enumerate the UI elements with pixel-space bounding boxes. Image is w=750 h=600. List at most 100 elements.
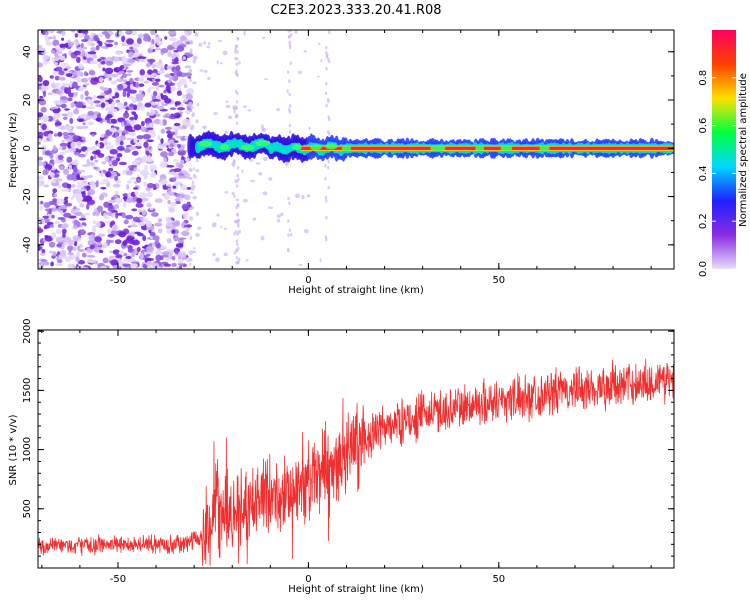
noise-speckle bbox=[52, 188, 58, 194]
band-blob bbox=[475, 145, 485, 152]
noise-speckle bbox=[75, 256, 80, 263]
noise-speckle bbox=[177, 143, 182, 149]
noise-speckle bbox=[174, 248, 178, 256]
noise-speckle bbox=[77, 181, 85, 185]
noise-speckle bbox=[162, 178, 166, 186]
noise-speckle bbox=[72, 246, 77, 251]
noise-speckle bbox=[129, 46, 134, 50]
streak-speckle bbox=[235, 62, 239, 66]
streak-speckle bbox=[325, 66, 328, 71]
noise-speckle bbox=[87, 106, 96, 110]
streak-speckle bbox=[327, 117, 331, 122]
noise-speckle bbox=[88, 161, 95, 166]
noise-speckle bbox=[79, 203, 85, 208]
noise-speckle bbox=[68, 164, 73, 172]
noise-speckle bbox=[73, 94, 78, 99]
noise-speckle bbox=[38, 138, 43, 142]
noise-speckle bbox=[171, 53, 177, 59]
noise-speckle bbox=[86, 40, 92, 46]
noise-speckle bbox=[167, 79, 172, 84]
noise-speckle bbox=[178, 175, 187, 179]
noise-speckle bbox=[111, 96, 116, 99]
noise-speckle bbox=[128, 95, 135, 100]
noise-speckle bbox=[83, 195, 92, 202]
faint-speckle bbox=[262, 191, 268, 196]
noise-speckle bbox=[154, 222, 163, 227]
noise-speckle bbox=[105, 216, 110, 219]
noise-speckle bbox=[143, 173, 148, 180]
noise-speckle bbox=[110, 197, 115, 200]
noise-speckle bbox=[123, 101, 128, 107]
spectrogram-xlabel: Height of straight line (km) bbox=[288, 285, 424, 296]
noise-speckle bbox=[109, 250, 113, 254]
faint-speckle bbox=[196, 103, 200, 107]
noise-speckle bbox=[146, 139, 154, 143]
noise-speckle bbox=[105, 60, 114, 66]
noise-speckle bbox=[178, 237, 187, 240]
noise-speckle bbox=[146, 77, 150, 81]
noise-speckle bbox=[125, 255, 132, 259]
noise-speckle bbox=[108, 93, 112, 98]
streak-speckle bbox=[287, 233, 290, 237]
noise-speckle bbox=[80, 77, 89, 83]
noise-speckle bbox=[131, 239, 140, 246]
noise-speckle bbox=[175, 65, 181, 72]
noise-speckle bbox=[176, 107, 186, 111]
noise-speckle bbox=[95, 221, 101, 228]
faint-speckle bbox=[306, 194, 311, 198]
streak-speckle bbox=[234, 179, 237, 183]
noise-speckle bbox=[114, 191, 119, 196]
noise-speckle bbox=[133, 138, 138, 144]
noise-speckle bbox=[147, 87, 151, 94]
noise-speckle bbox=[69, 117, 74, 125]
streak-speckle bbox=[238, 61, 241, 65]
streak-speckle bbox=[236, 57, 239, 61]
noise-speckle bbox=[60, 103, 67, 109]
noise-speckle bbox=[160, 138, 164, 144]
noise-speckle bbox=[43, 202, 51, 208]
noise-speckle bbox=[108, 160, 113, 166]
noise-speckle bbox=[38, 175, 44, 181]
noise-speckle bbox=[155, 254, 162, 262]
noise-speckle bbox=[81, 38, 89, 43]
noise-speckle bbox=[110, 107, 115, 112]
faint-speckle bbox=[317, 75, 320, 78]
noise-speckle bbox=[76, 184, 85, 189]
noise-speckle bbox=[104, 156, 110, 163]
noise-speckle bbox=[88, 235, 93, 242]
noise-speckle bbox=[172, 74, 179, 82]
noise-speckle bbox=[131, 261, 139, 265]
faint-speckle bbox=[189, 39, 194, 45]
noise-speckle bbox=[91, 133, 95, 137]
noise-speckle bbox=[84, 34, 91, 41]
band-blob bbox=[500, 145, 513, 152]
noise-speckle bbox=[166, 133, 173, 139]
noise-speckle bbox=[90, 46, 97, 53]
noise-speckle bbox=[142, 235, 147, 242]
faint-speckle bbox=[189, 30, 192, 34]
noise-speckle bbox=[171, 61, 179, 65]
noise-speckle bbox=[40, 47, 46, 55]
noise-speckle bbox=[134, 190, 139, 196]
noise-speckle bbox=[60, 249, 67, 257]
noise-speckle bbox=[131, 208, 138, 212]
noise-speckle bbox=[147, 127, 154, 131]
noise-speckle bbox=[87, 121, 94, 126]
noise-speckle bbox=[92, 150, 100, 155]
noise-speckle bbox=[122, 201, 127, 208]
noise-speckle bbox=[122, 91, 127, 98]
noise-speckle bbox=[74, 33, 79, 38]
noise-speckle bbox=[66, 156, 73, 163]
noise-speckle bbox=[111, 171, 115, 178]
noise-speckle bbox=[181, 94, 187, 99]
noise-speckle bbox=[69, 81, 73, 88]
noise-speckle bbox=[166, 229, 172, 234]
faint-speckle bbox=[191, 81, 198, 85]
faint-speckle bbox=[235, 198, 240, 202]
noise-speckle bbox=[117, 83, 124, 91]
noise-speckle bbox=[80, 93, 84, 100]
noise-speckle bbox=[98, 77, 104, 83]
noise-speckle bbox=[64, 196, 69, 200]
faint-speckle bbox=[223, 227, 228, 231]
